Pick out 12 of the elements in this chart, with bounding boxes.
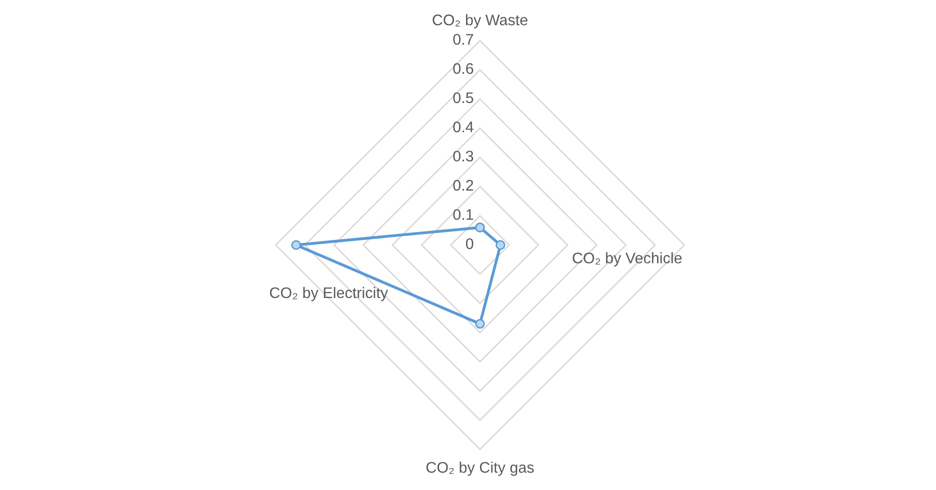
y-tick-label: 0.3 — [453, 150, 474, 162]
y-tick-label: 0.6 — [453, 63, 474, 74]
y-tick-label: 0.5 — [453, 92, 474, 104]
y-tick-label: 0.7 — [453, 34, 474, 45]
y-tick-label: 0.2 — [453, 180, 474, 191]
spoke-label: CO₂ by Vechicle — [572, 252, 682, 266]
y-tick-label: 0.1 — [453, 209, 474, 220]
y-tick-label: 0.4 — [453, 122, 474, 132]
spoke-label: CO₂ by Electricity — [270, 286, 388, 302]
y-tick-label: 0 — [466, 238, 474, 250]
spoke-label: CO₂ by Waste — [432, 14, 528, 28]
spoke-label: CO₂ by City gas — [426, 462, 534, 476]
